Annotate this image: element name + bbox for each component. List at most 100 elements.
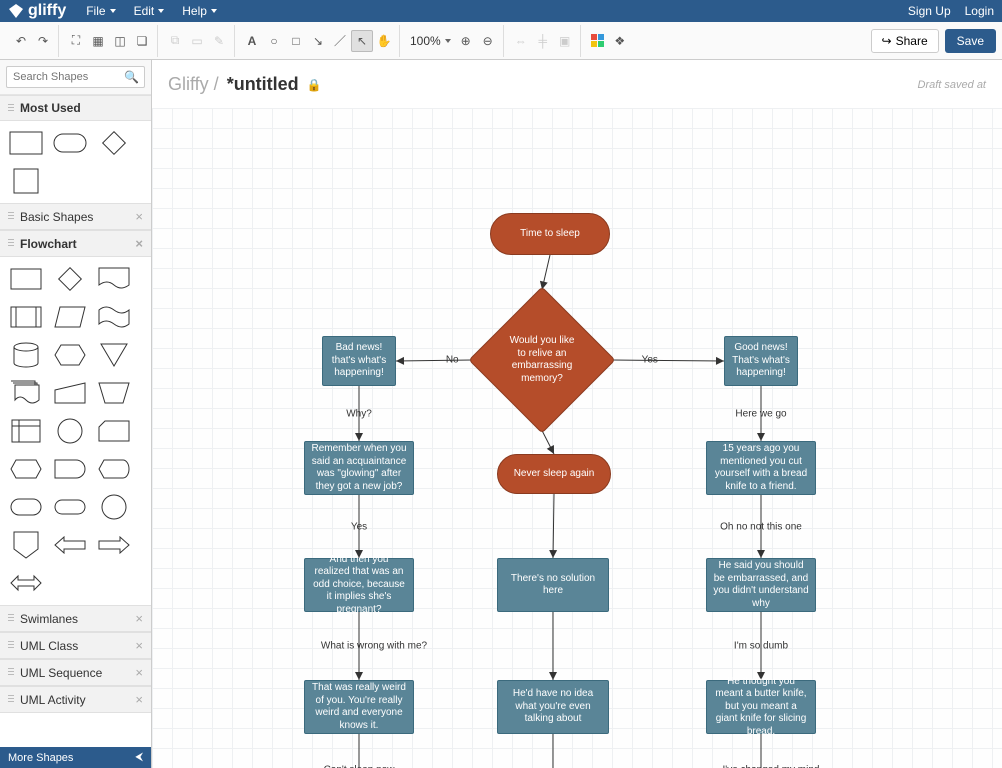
fc-prepare[interactable]: [8, 455, 44, 483]
proc-node[interactable]: 15 years ago you mentioned you cut yours…: [706, 441, 816, 495]
menu-edit[interactable]: Edit: [134, 4, 165, 18]
draft-status: Draft saved at: [918, 79, 986, 91]
cat-basic[interactable]: Basic Shapes ×: [0, 203, 151, 230]
fc-database[interactable]: [8, 341, 44, 369]
distribute-icon[interactable]: ❏: [131, 30, 153, 52]
pointer-icon[interactable]: ↖: [351, 30, 373, 52]
connector-icon[interactable]: ↘: [307, 30, 329, 52]
fc-decision[interactable]: [52, 265, 88, 293]
shape-square[interactable]: [8, 167, 44, 195]
fc-tape[interactable]: [96, 303, 132, 331]
close-icon[interactable]: ×: [135, 611, 143, 626]
lock-icon[interactable]: 🔒: [307, 78, 322, 92]
paste-icon[interactable]: ▭: [186, 30, 208, 52]
login-link[interactable]: Login: [965, 4, 994, 18]
fc-internal[interactable]: [8, 417, 44, 445]
menu-file[interactable]: File: [86, 4, 115, 18]
fc-term2[interactable]: [8, 493, 44, 521]
fc-arrow-l[interactable]: [52, 531, 88, 559]
fit-icon[interactable]: ⛶: [65, 30, 87, 52]
group-icon[interactable]: ▣: [554, 30, 576, 52]
cat-swimlanes[interactable]: Swimlanes×: [0, 605, 151, 632]
proc-node[interactable]: He said you should be embarrassed, and y…: [706, 558, 816, 612]
text-icon[interactable]: A: [241, 30, 263, 52]
zoom-select[interactable]: 100%: [406, 32, 455, 50]
fc-data[interactable]: [52, 303, 88, 331]
more-shapes-bar[interactable]: More Shapes ⮜: [0, 747, 151, 768]
cat-uml-class[interactable]: UML Class×: [0, 632, 151, 659]
proc-node[interactable]: Bad news! that's what's happening!: [322, 336, 396, 386]
fc-delay[interactable]: [52, 455, 88, 483]
circle-icon[interactable]: ○: [263, 30, 285, 52]
align-v-icon[interactable]: ╪: [532, 30, 554, 52]
fc-hexagon[interactable]: [52, 341, 88, 369]
fc-manual-input[interactable]: [52, 379, 88, 407]
share-button[interactable]: ↪ Share: [871, 29, 939, 53]
proc-node[interactable]: He thought you meant a butter knife, but…: [706, 680, 816, 734]
term-node[interactable]: Never sleep again: [497, 454, 611, 494]
line-icon[interactable]: ／: [329, 30, 351, 52]
fc-card[interactable]: [96, 417, 132, 445]
shape-rect[interactable]: [8, 129, 44, 157]
close-icon[interactable]: ×: [135, 209, 143, 224]
diamond-node[interactable]: Would you like to relive an embarrassing…: [490, 308, 594, 412]
canvas[interactable]: Time to sleep Would you like to relive an…: [152, 108, 1002, 768]
snap-icon[interactable]: ◫: [109, 30, 131, 52]
menu-help[interactable]: Help: [182, 4, 217, 18]
fc-merge[interactable]: [96, 341, 132, 369]
grid-icon[interactable]: ▦: [87, 30, 109, 52]
redo-icon[interactable]: ↷: [32, 30, 54, 52]
cat-uml-sequence[interactable]: UML Sequence×: [0, 659, 151, 686]
shape-diamond[interactable]: [96, 129, 132, 157]
cat-most-used[interactable]: Most Used: [0, 95, 151, 121]
fc-connector[interactable]: [52, 417, 88, 445]
fc-display[interactable]: [96, 455, 132, 483]
undo-icon[interactable]: ↶: [10, 30, 32, 52]
proc-node[interactable]: There's no solution here: [497, 558, 609, 612]
close-icon[interactable]: ×: [135, 638, 143, 653]
cat-label: Basic Shapes: [20, 210, 93, 224]
collapse-icon[interactable]: ⮜: [135, 751, 143, 764]
term-node[interactable]: Time to sleep: [490, 213, 610, 255]
fc-predefined[interactable]: [8, 303, 44, 331]
cat-label: Most Used: [20, 101, 81, 115]
breadcrumb[interactable]: Gliffy /: [168, 74, 219, 95]
proc-node[interactable]: He'd have no idea what you're even talki…: [497, 680, 609, 734]
fc-arrow-bi[interactable]: [8, 569, 44, 597]
paint-icon[interactable]: ✎: [208, 30, 230, 52]
fc-process[interactable]: [8, 265, 44, 293]
cat-uml-activity[interactable]: UML Activity×: [0, 686, 151, 713]
save-button[interactable]: Save: [945, 29, 996, 53]
logo-icon: [8, 3, 24, 19]
layers-icon[interactable]: ❖: [609, 30, 631, 52]
proc-node[interactable]: And then you realized that was an odd ch…: [304, 558, 414, 612]
zoom-out-icon[interactable]: ⊖: [477, 30, 499, 52]
square-icon[interactable]: □: [285, 30, 307, 52]
doc-title[interactable]: *untitled: [227, 74, 299, 95]
color-picker-icon[interactable]: [587, 30, 609, 52]
canvas-area: Gliffy / *untitled 🔒 Draft saved at Time…: [152, 60, 1002, 768]
signup-link[interactable]: Sign Up: [908, 4, 951, 18]
close-icon[interactable]: ×: [135, 236, 143, 251]
close-icon[interactable]: ×: [135, 692, 143, 707]
cat-flowchart[interactable]: Flowchart×: [0, 230, 151, 257]
fc-circle2[interactable]: [96, 493, 132, 521]
search-icon[interactable]: 🔍: [124, 70, 139, 84]
align-h-icon[interactable]: ⇔: [510, 30, 532, 52]
zoom-in-icon[interactable]: ⊕: [455, 30, 477, 52]
fc-offpage[interactable]: [8, 531, 44, 559]
close-icon[interactable]: ×: [135, 665, 143, 680]
edge-label: Oh no not this one: [720, 521, 802, 532]
edge-label: Yes: [351, 521, 367, 532]
fc-terminal[interactable]: [52, 493, 88, 521]
fc-multidoc[interactable]: [8, 379, 44, 407]
proc-node[interactable]: That was really weird of you. You're rea…: [304, 680, 414, 734]
copy-icon[interactable]: ⧉: [164, 30, 186, 52]
fc-manual-op[interactable]: [96, 379, 132, 407]
proc-node[interactable]: Good news! That's what's happening!: [724, 336, 798, 386]
proc-node[interactable]: Remember when you said an acquaintance w…: [304, 441, 414, 495]
fc-document[interactable]: [96, 265, 132, 293]
shape-roundrect[interactable]: [52, 129, 88, 157]
hand-icon[interactable]: ✋: [373, 30, 395, 52]
fc-arrow-r[interactable]: [96, 531, 132, 559]
